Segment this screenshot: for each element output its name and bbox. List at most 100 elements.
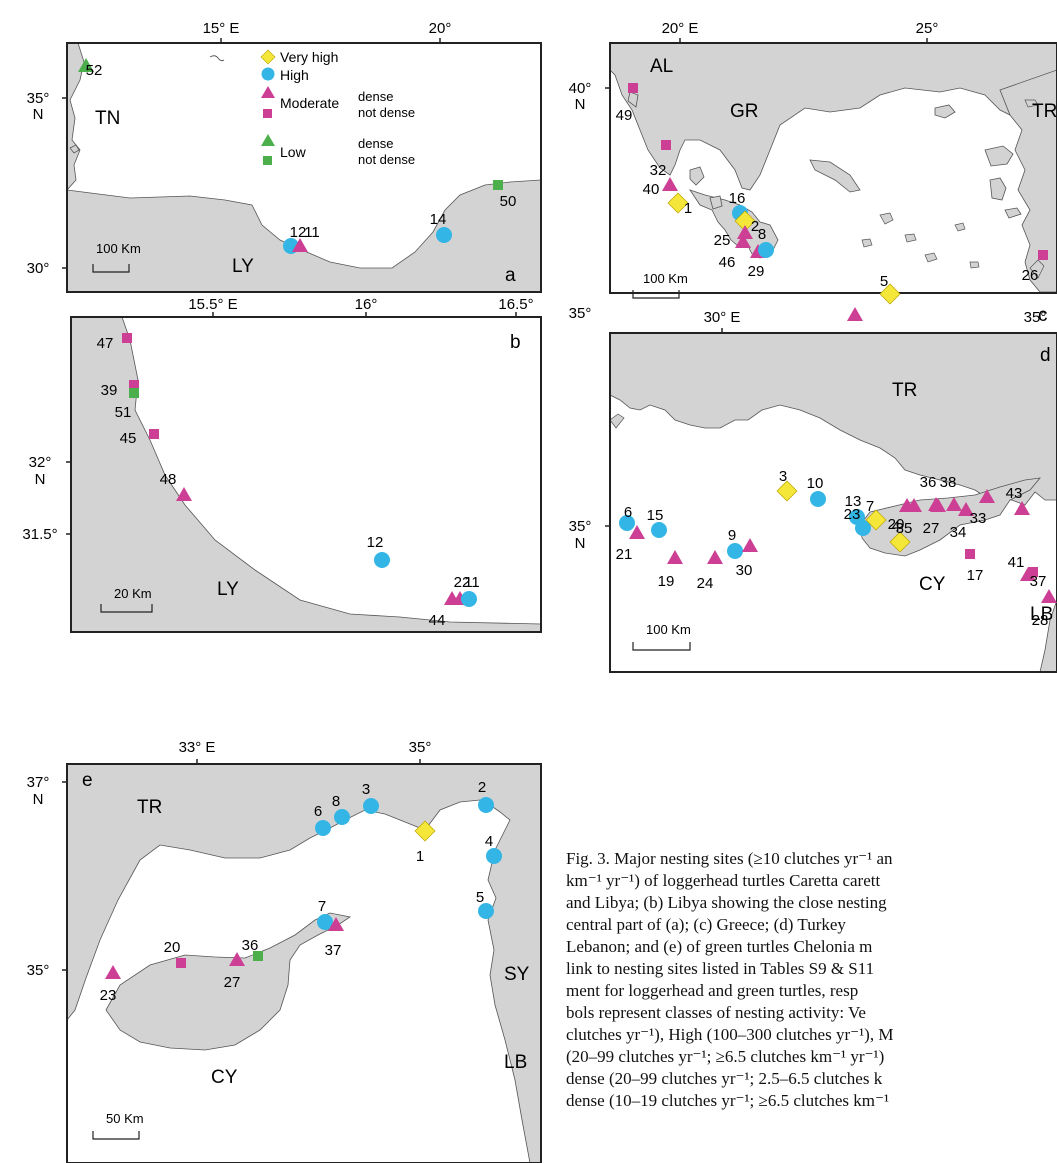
land-turkey-d	[610, 333, 1057, 506]
site-label: 37	[325, 942, 342, 959]
panel-b-sites: 47 39 51 45 48 12 22 44 11	[97, 333, 480, 629]
site-marker-high	[315, 820, 331, 836]
site-marker-moderate-dense	[735, 234, 751, 248]
figure-caption: Fig. 3. Major nesting sites (≥10 clutche…	[566, 848, 1057, 1112]
site-label: 47	[97, 335, 114, 352]
panel-a-ytick-n: N	[33, 106, 44, 123]
site-marker-very-high	[889, 531, 911, 553]
caption-line: clutches yr⁻¹), High (100–300 clutches y…	[566, 1025, 894, 1044]
site-marker-moderate-dense	[737, 225, 753, 239]
site-label: 3	[779, 468, 787, 485]
legend-low-notdense-symbol	[263, 156, 272, 165]
site-marker-moderate-dense	[667, 550, 683, 564]
site-marker-high	[758, 242, 774, 258]
site-label: 20	[888, 516, 905, 533]
panel-a-ytick-1: 35°	[27, 90, 50, 107]
site-marker-moderate-dense	[328, 917, 344, 931]
caption-line: and Libya; (b) Libya showing the close n…	[566, 893, 887, 912]
legend-low-dense-symbol	[261, 134, 275, 146]
caption-line: ment for loggerhead and green turtles, r…	[566, 981, 859, 1000]
legend-high-symbol	[261, 67, 275, 81]
site-label: 40	[643, 181, 660, 198]
panel-c: 20° E 25° 40° N 35° AL GR TR c 100 Km 49…	[569, 20, 1057, 372]
caption-line: Fig. 3. Major nesting sites (≥10 clutche…	[566, 849, 893, 868]
site-marker-low-notdense	[253, 951, 263, 961]
panel-e-xtick-2: 35°	[409, 739, 432, 756]
site-label: 25	[714, 232, 731, 249]
panel-c-ytick-2: 35°	[569, 305, 592, 322]
site-label: 36	[242, 937, 259, 954]
site-marker-moderate-dense	[292, 238, 308, 252]
island-kefalonia-c	[689, 166, 705, 186]
panel-b-frame	[70, 316, 542, 633]
site-marker-moderate-dense	[958, 502, 974, 516]
land-levant-d	[1039, 599, 1057, 672]
island-samos-c	[1004, 207, 1022, 219]
site-label: 11	[304, 224, 320, 241]
site-marker-moderate-dense	[847, 307, 863, 321]
panel-d-frame	[609, 332, 1057, 673]
site-marker-high	[374, 552, 390, 568]
island-cyclades-3	[861, 238, 873, 248]
land-libya-a	[67, 179, 541, 292]
site-marker-low-dense	[78, 58, 94, 72]
site-label: 21	[616, 546, 633, 563]
panel-d-ytick-1: 35°	[569, 518, 592, 535]
legend-high-label: High	[280, 67, 309, 83]
site-label: 29	[748, 263, 765, 280]
island-cyclades-4	[924, 252, 938, 263]
legend-moderate-dense-symbol	[261, 86, 275, 98]
site-marker-moderate-notdense	[1028, 567, 1038, 577]
legend-low-label: Low	[280, 144, 307, 160]
legend-moderate-notdense-symbol	[263, 109, 272, 118]
site-label: 30	[736, 562, 753, 579]
legend: Very high High Moderate dense not dense …	[260, 49, 415, 167]
site-label: 7	[318, 898, 326, 915]
panel-e-sites: 68 3 1 2 4 5 7 37 20 27 36 23	[100, 779, 502, 1004]
panel-b-xtick-3: 16.5°	[498, 296, 533, 313]
site-marker-moderate-dense	[1014, 501, 1030, 515]
land-tunisia-a	[67, 43, 85, 191]
site-marker-very-high	[865, 509, 887, 531]
site-label: 15	[647, 507, 664, 524]
site-label: 27	[923, 520, 940, 537]
panel-c-ytick-1: 40°	[569, 80, 592, 97]
panel-b-scale-label: 20 Km	[114, 586, 152, 601]
site-marker-very-high	[776, 480, 798, 502]
panel-d-xtick-1: 30° E	[704, 309, 741, 326]
site-label: 22	[454, 574, 471, 591]
site-label: 32	[650, 162, 667, 179]
site-label: 17	[967, 567, 984, 584]
panel-d-scale-bar	[632, 642, 691, 651]
panel-a: 15° E 20° 35° N 30° TN LY a 100 Km Very …	[27, 20, 542, 293]
panel-a-xtick-2: 20°	[429, 20, 452, 37]
panel-e-ytick-1: 37°	[27, 774, 50, 791]
caption-line: dense (20–99 clutches yr⁻¹; 2.5–6.5 clut…	[566, 1069, 883, 1088]
country-tr-e: TR	[137, 797, 162, 818]
site-marker-high	[436, 227, 452, 243]
site-label: 10	[807, 475, 824, 492]
panel-c-ytick-n: N	[575, 96, 586, 113]
site-label: 11	[464, 574, 480, 591]
island-cyclades-1	[879, 212, 894, 225]
site-label: 12	[367, 534, 384, 551]
panel-b-ytick-2: 31.5°	[22, 526, 57, 543]
site-marker-moderate-dense	[742, 538, 758, 552]
island-c-small	[1024, 99, 1039, 108]
site-marker-high	[334, 809, 350, 825]
site-marker-moderate-notdense	[628, 83, 638, 93]
panel-a-letter: a	[505, 265, 516, 286]
island-a	[209, 55, 225, 62]
site-label: 20	[164, 939, 181, 956]
site-marker-moderate-dense	[707, 550, 723, 564]
country-tr-d: TR	[892, 380, 917, 401]
island-limnos-c	[934, 104, 956, 119]
site-marker-moderate-dense	[229, 952, 245, 966]
island-cyclades-6	[969, 261, 980, 269]
panel-b-xtick-1: 15.5° E	[188, 296, 237, 313]
site-label: 48	[160, 471, 177, 488]
site-label: 12	[290, 224, 307, 241]
site-label: 27	[224, 974, 241, 991]
panel-e-letter: e	[82, 770, 93, 791]
